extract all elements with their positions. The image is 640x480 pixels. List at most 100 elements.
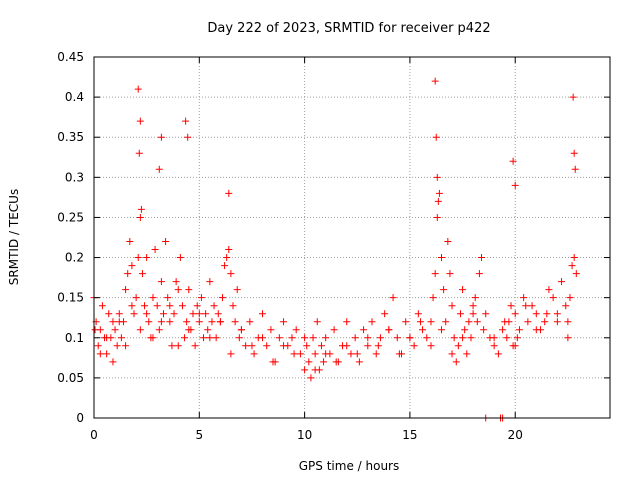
data-point	[490, 334, 498, 342]
data-point	[431, 77, 439, 85]
data-point	[170, 310, 178, 318]
data-point	[444, 238, 452, 246]
data-point	[355, 358, 363, 366]
plot-frame	[93, 56, 611, 419]
data-point	[269, 358, 277, 366]
data-point	[166, 302, 174, 310]
data-point	[364, 334, 372, 342]
data-point	[210, 302, 218, 310]
data-point	[153, 302, 161, 310]
data-point	[564, 334, 572, 342]
data-point	[280, 342, 288, 350]
data-point	[214, 310, 222, 318]
data-point	[138, 270, 146, 278]
data-point	[181, 334, 189, 342]
data-point	[157, 133, 165, 141]
tick-labels: 0 5 10 15 20 0 0.05 0.1 0.15 0.2 0.25 0.3 0.35 0.4 0.4…	[57, 50, 523, 442]
data-point	[564, 318, 572, 326]
data-point	[566, 294, 574, 302]
data-point	[258, 334, 266, 342]
data-point	[471, 294, 479, 302]
data-point	[515, 326, 523, 334]
data-point	[303, 342, 311, 350]
data-point	[248, 342, 256, 350]
data-point	[431, 270, 439, 278]
data-point	[124, 270, 132, 278]
data-point	[395, 350, 403, 358]
data-point	[372, 350, 380, 358]
data-point	[543, 310, 551, 318]
data-point	[571, 165, 579, 173]
data-point	[225, 246, 233, 254]
data-point	[562, 302, 570, 310]
data-point	[136, 326, 144, 334]
data-point	[122, 286, 130, 294]
data-point	[292, 326, 300, 334]
data-point	[353, 350, 361, 358]
data-point	[231, 318, 239, 326]
data-point	[296, 350, 304, 358]
data-point	[452, 358, 460, 366]
data-point	[263, 342, 271, 350]
data-point	[132, 294, 140, 302]
data-point	[570, 149, 578, 157]
data-point	[141, 302, 149, 310]
data-point	[414, 310, 422, 318]
data-point	[193, 302, 201, 310]
data-point	[438, 254, 446, 262]
y-tick-label: 0.3	[65, 170, 84, 184]
data-point	[223, 254, 231, 262]
data-point	[330, 326, 338, 334]
data-point	[494, 350, 502, 358]
data-point	[128, 262, 136, 270]
data-point	[459, 286, 467, 294]
data-point	[174, 286, 182, 294]
y-tick-label: 0	[76, 411, 84, 425]
data-point	[524, 318, 532, 326]
data-point	[122, 342, 130, 350]
data-point	[216, 318, 224, 326]
x-tick-label: 20	[508, 428, 523, 442]
data-point	[511, 342, 519, 350]
data-point	[227, 350, 235, 358]
data-point	[98, 302, 106, 310]
data-point	[501, 318, 509, 326]
data-point	[94, 342, 102, 350]
data-point	[275, 334, 283, 342]
data-point	[545, 286, 553, 294]
data-point	[448, 302, 456, 310]
data-point	[385, 326, 393, 334]
data-point	[473, 318, 481, 326]
data-point	[532, 326, 540, 334]
data-point	[317, 342, 325, 350]
data-point	[145, 318, 153, 326]
data-point	[499, 326, 507, 334]
data-point	[204, 326, 212, 334]
data-point	[176, 254, 184, 262]
data-point	[322, 334, 330, 342]
data-point	[160, 310, 168, 318]
data-point	[184, 133, 192, 141]
data-point	[172, 278, 180, 286]
data-point	[568, 262, 576, 270]
data-point	[182, 117, 190, 125]
data-point	[206, 334, 214, 342]
data-point	[126, 238, 134, 246]
data-point	[374, 342, 382, 350]
data-point	[389, 294, 397, 302]
y-tick-label: 0.35	[57, 130, 84, 144]
data-point	[416, 318, 424, 326]
data-point	[570, 254, 578, 262]
data-point	[438, 326, 446, 334]
data-point	[290, 350, 298, 358]
data-point	[381, 310, 389, 318]
data-point	[91, 326, 99, 334]
data-point	[218, 294, 226, 302]
data-point	[419, 326, 427, 334]
data-point	[195, 318, 203, 326]
data-point	[149, 294, 157, 302]
data-point	[221, 262, 229, 270]
data-point	[258, 310, 266, 318]
data-point	[168, 342, 176, 350]
grid-lines	[94, 57, 610, 418]
